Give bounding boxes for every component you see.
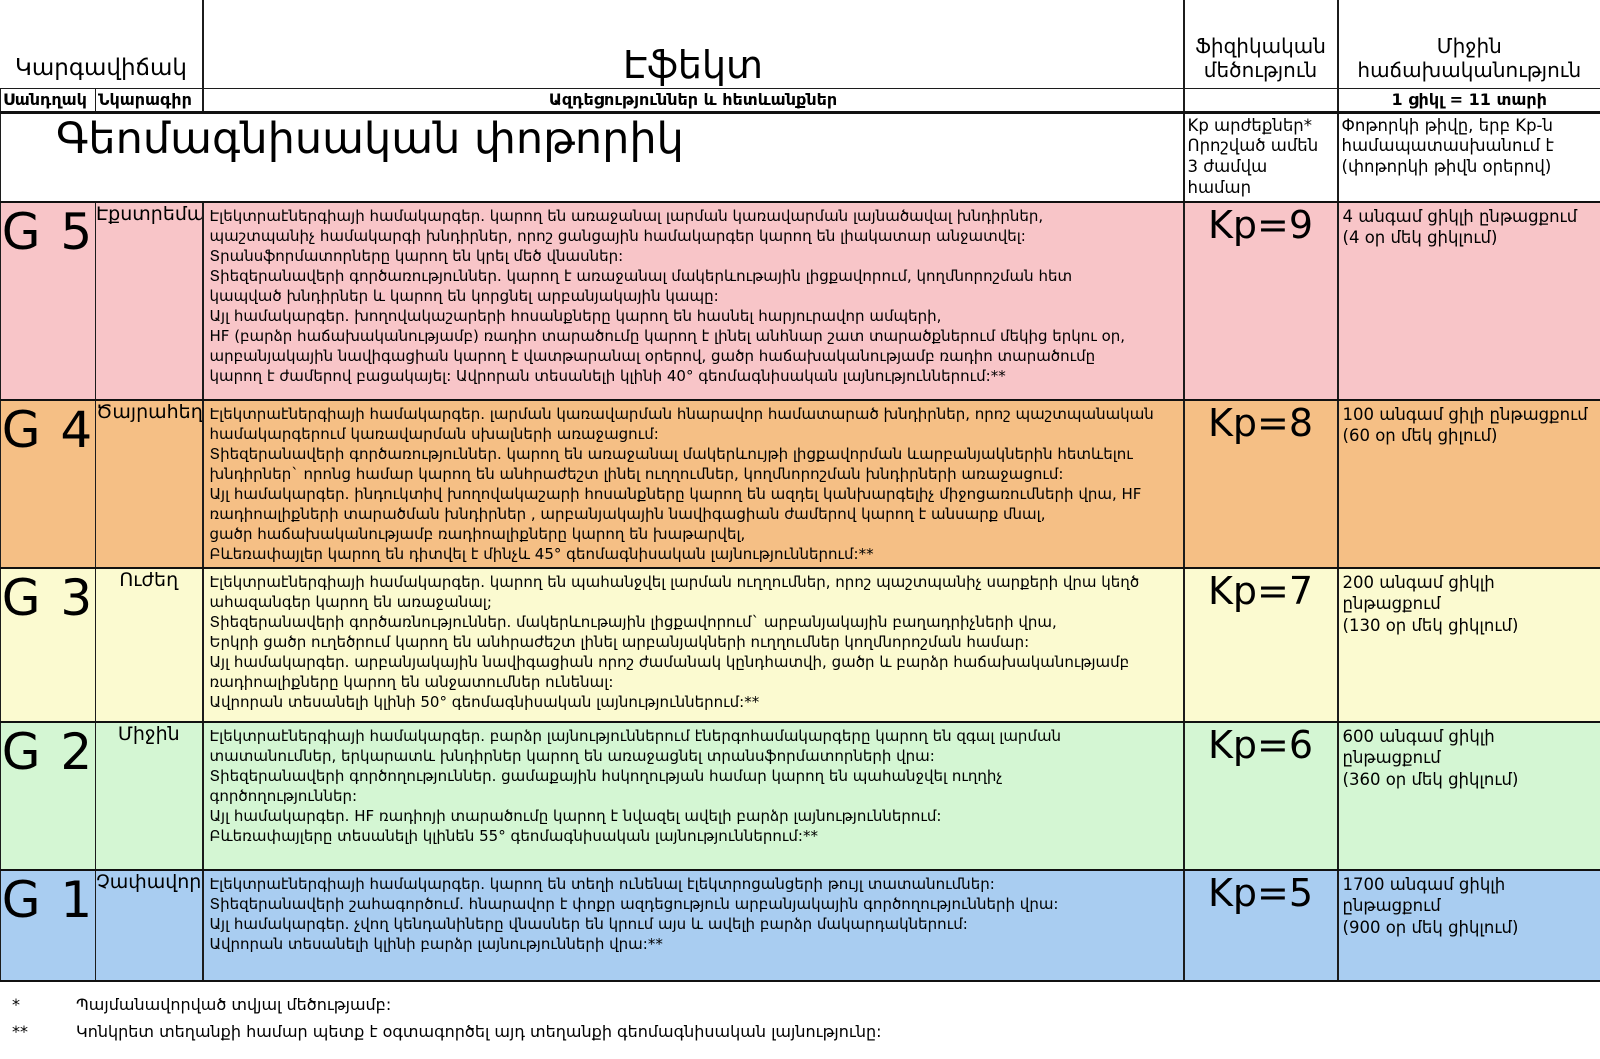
footnote-text: Կոնկրետ տեղանքի համար պետք է օգտագործել … (76, 1022, 882, 1042)
header-row-main: Կարգավիճակ Էֆեկտ Ֆիզիկական մեծություն Մի… (0, 0, 1600, 89)
page-title: Գեոմագնիսական փոթորիկ (0, 111, 1185, 204)
geomagnetic-storm-table: Կարգավիճակ Էֆեկտ Ֆիզիկական մեծություն Մի… (0, 0, 1600, 983)
g5-effects-text: Էլեկտրաէներգիայի համակարգեր. կարող են առ… (201, 201, 1185, 402)
g3-kp-value: Kp=7 (1182, 567, 1339, 724)
footnotes: * Պայմանավորված տվյալ մեծությամբ: ** Կոնկր… (0, 982, 1600, 1045)
g2-frequency-text: 600 անգամ ցիկլի ընթացքում (360 օր մեկ ցի… (1336, 721, 1600, 872)
g4-kp-value: Kp=8 (1182, 399, 1339, 570)
footnote-text: Պայմանավորված տվյալ մեծությամբ: (76, 995, 392, 1015)
kp-values-note: Kp արժեքներ* Որոշված ամեն 3 ժամվա համար (1182, 111, 1339, 204)
g1-frequency-text: 1700 անգամ ցիկլի ընթացքում (900 օր մեկ ց… (1336, 869, 1600, 983)
g5-kp-value: Kp=9 (1182, 201, 1339, 402)
subheader-description: Նկարագիր (94, 87, 204, 114)
column-header-effect: Էֆեկտ (201, 0, 1185, 89)
column-header-average-frequency: Միջին հաճախականություն (1336, 0, 1600, 89)
subheader-effects-consequences: Ազդեցություններ և հետևանքներ (201, 87, 1185, 114)
table-row-g4: G 4 Ծայրահեղ Էլեկտրաէներգիայի համակարգեր… (0, 399, 1600, 570)
g2-scale-label: G 2 (0, 721, 96, 872)
g2-severity-name: Միջին (94, 721, 204, 872)
g1-effects-text: Էլեկտրաէներգիայի համակարգեր. կարող են տե… (201, 869, 1185, 983)
subheader-scale: Սանդղակ (0, 87, 96, 114)
footnote-mark: ** (12, 1022, 28, 1042)
g4-frequency-text: 100 անգամ ցիլի ընթացքում (60 օր մեկ ցիլո… (1336, 399, 1600, 570)
header-row-sub: Սանդղակ Նկարագիր Ազդեցություններ և հետևա… (0, 87, 1600, 114)
g4-effects-text: Էլեկտրաէներգիայի համակարգեր. լարման կառա… (201, 399, 1185, 570)
table-row-g1: G 1 Չափավոր Էլեկտրաէներգիայի համակարգեր.… (0, 869, 1600, 983)
g1-scale-label: G 1 (0, 869, 96, 983)
title-band-row: Գեոմագնիսական փոթորիկ Kp արժեքներ* Որոշվ… (0, 111, 1600, 204)
g3-severity-name: Ուժեղ (94, 567, 204, 724)
subheader-empty-cell (1182, 87, 1339, 114)
table-row-g2: G 2 Միջին Էլեկտրաէներգիայի համակարգեր. բ… (0, 721, 1600, 872)
table-row-g3: G 3 Ուժեղ Էլեկտրաէներգիայի համակարգեր. կ… (0, 567, 1600, 724)
g2-kp-value: Kp=6 (1182, 721, 1339, 872)
column-header-status: Կարգավիճակ (0, 0, 204, 89)
storm-count-note: Փոթորկի թիվը, երբ Kp-ն համապատասխանում է… (1336, 111, 1600, 204)
table-row-g5: G 5 Էքստրեմալ Էլեկտրաէներգիայի համակարգե… (0, 201, 1600, 402)
footnote-double-asterisk: ** Կոնկրետ տեղանքի համար պետք է օգտագործե… (12, 1018, 1600, 1045)
g1-severity-name: Չափավոր (94, 869, 204, 983)
g4-severity-name: Ծայրահեղ (94, 399, 204, 570)
g1-kp-value: Kp=5 (1182, 869, 1339, 983)
g5-severity-name: Էքստրեմալ (94, 201, 204, 402)
g5-frequency-text: 4 անգամ ցիկլի ընթացքում (4 օր մեկ ցիկլու… (1336, 201, 1600, 402)
g4-scale-label: G 4 (0, 399, 96, 570)
column-header-physical-quantity: Ֆիզիկական մեծություն (1182, 0, 1339, 89)
footnote-single-asterisk: * Պայմանավորված տվյալ մեծությամբ: (12, 991, 1600, 1018)
g3-frequency-text: 200 անգամ ցիկլի ընթացքում (130 օր մեկ ցի… (1336, 567, 1600, 724)
g2-effects-text: Էլեկտրաէներգիայի համակարգեր. բարձր լայնո… (201, 721, 1185, 872)
footnote-mark: * (12, 995, 20, 1015)
g3-effects-text: Էլեկտրաէներգիայի համակարգեր. կարող են պա… (201, 567, 1185, 724)
subheader-cycle-equals-years: 1 ցիկլ = 11 տարի (1336, 87, 1600, 114)
g5-scale-label: G 5 (0, 201, 96, 402)
g3-scale-label: G 3 (0, 567, 96, 724)
